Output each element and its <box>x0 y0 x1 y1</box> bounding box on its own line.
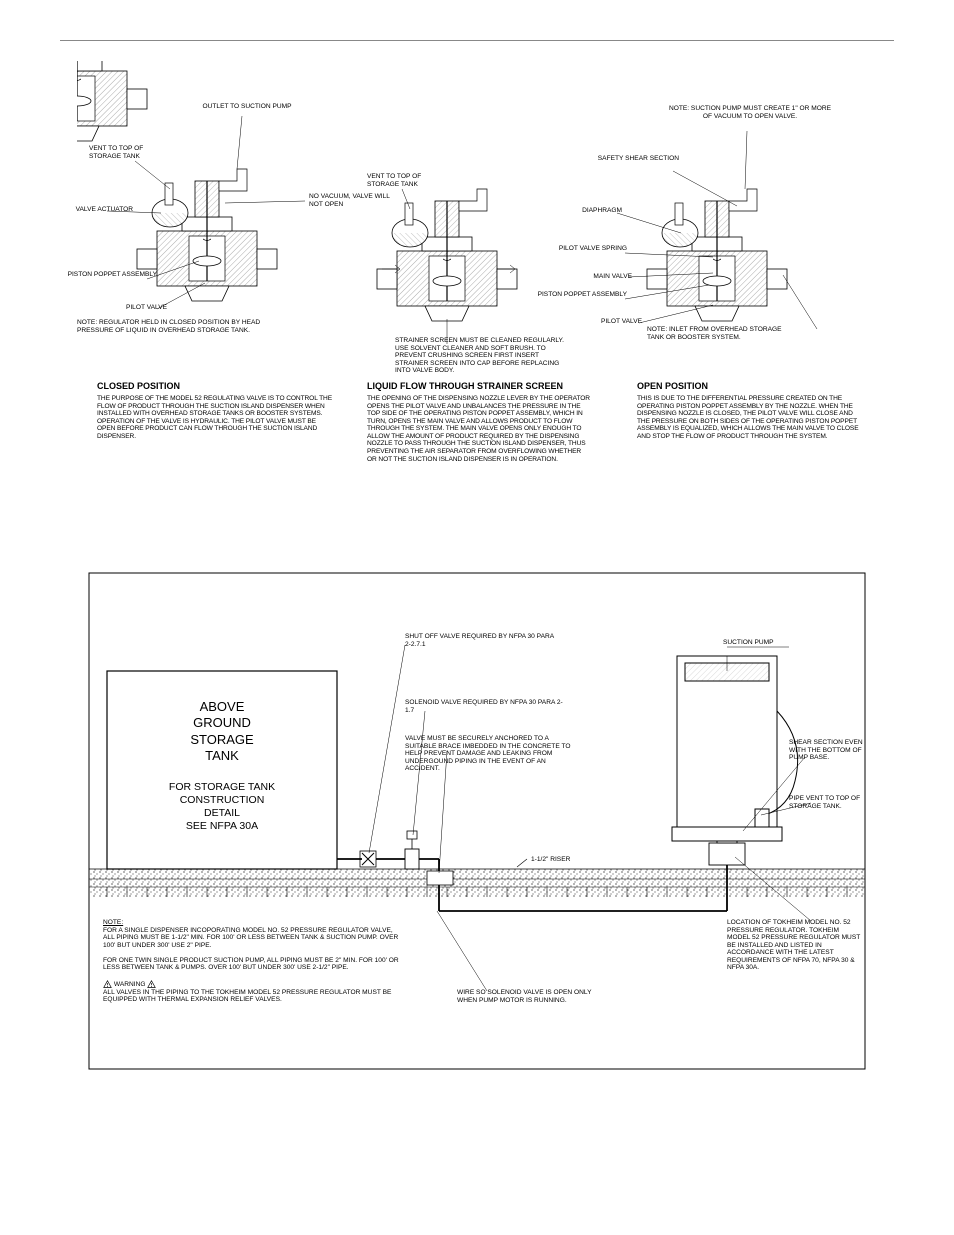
notes-p2: FOR ONE TWIN SINGLE PRODUCT SUCTION PUMP… <box>103 957 399 972</box>
lbl-outlet: OUTLET TO SUCTION PUMP <box>192 103 302 111</box>
co-shear: SHEAR SECTION EVEN WITH THE BOTTOM OF PU… <box>789 739 869 762</box>
body-closed: THE PURPOSE OF THE MODEL 52 REGULATING V… <box>97 395 332 440</box>
body-flow: THE OPENING OF THE DISPENSING NOZZLE LEV… <box>367 395 592 463</box>
tank-s2: CONSTRUCTION <box>180 794 265 806</box>
warning-icon-2 <box>147 980 156 989</box>
warn-body: ALL VALVES IN THE PIPING TO THE TOKHEIM … <box>103 989 391 1004</box>
top-rule <box>60 40 894 41</box>
co-wire: WIRE SO SOLENOID VALVE IS OPEN ONLY WHEN… <box>457 989 607 1004</box>
co-solenoid: SOLENOID VALVE REQUIRED BY NFPA 30 PARA … <box>405 699 565 714</box>
tank-l3: STORAGE <box>190 732 253 747</box>
hd-open: OPEN POSITION <box>637 381 708 391</box>
co-suctionpump: SUCTION PUMP <box>723 639 813 647</box>
tank-title: ABOVE GROUND STORAGE TANK <box>147 699 297 764</box>
lbl-poppet-closed: PISTON POPPET ASSEMBLY <box>67 271 157 279</box>
lbl-pilot-closed: PILOT VALVE <box>87 304 167 312</box>
page: OUTLET TO SUCTION PUMP VENT TO TOP OF ST… <box>0 0 954 1211</box>
warn-line: WARNING <box>103 981 156 988</box>
warn-label: WARNING <box>114 981 146 988</box>
warning-icon <box>103 980 112 989</box>
lbl-shear: SAFETY SHEAR SECTION <box>589 155 679 163</box>
tank-l1: ABOVE <box>200 699 245 714</box>
figure-2: ABOVE GROUND STORAGE TANK FOR STORAGE TA… <box>87 571 867 1111</box>
tank-s3: DETAIL <box>204 807 240 819</box>
tank-s1: FOR STORAGE TANK <box>169 781 275 793</box>
tank-sub: FOR STORAGE TANK CONSTRUCTION DETAIL SEE… <box>142 781 302 834</box>
lbl-inlet: NOTE: INLET FROM OVERHEAD STORAGE TANK O… <box>647 326 787 341</box>
co-anchor: VALVE MUST BE SECURELY ANCHORED TO A SUI… <box>405 735 575 773</box>
co-shutoff: SHUT OFF VALVE REQUIRED BY NFPA 30 PARA … <box>405 633 555 648</box>
lbl-strainer: STRAINER SCREEN MUST BE CLEANED REGULARL… <box>395 337 565 375</box>
lbl-vent-closed: VENT TO TOP OF STORAGE TANK <box>89 145 169 160</box>
lbl-main: MAIN VALVE <box>557 273 632 281</box>
co-riser: 1-1/2" RISER <box>531 856 601 864</box>
body-open: THIS IS DUE TO THE DIFFERENTIAL PRESSURE… <box>637 395 862 440</box>
lbl-regnote: NOTE: REGULATOR HELD IN CLOSED POSITION … <box>77 319 287 334</box>
lbl-actuator: VALVE ACTUATOR <box>51 206 133 214</box>
hd-closed: CLOSED POSITION <box>97 381 180 391</box>
figure-2-svg <box>87 571 867 1111</box>
co-location: LOCATION OF TOKHEIM MODEL NO. 52 PRESSUR… <box>727 919 862 972</box>
lbl-diaphragm: DIAPHRAGM <box>547 207 622 215</box>
lbl-spring: PILOT VALVE SPRING <box>547 245 627 253</box>
lbl-poppet-open: PISTON POPPET ASSEMBLY <box>537 291 627 299</box>
tank-l2: GROUND <box>193 715 251 730</box>
lbl-novac: NO VACUUM, VALVE WILL NOT OPEN <box>309 193 404 208</box>
hd-flow: LIQUID FLOW THROUGH STRAINER SCREEN <box>367 381 563 391</box>
notes-block: NOTE: FOR A SINGLE DISPENSER INCOPORATIN… <box>103 919 403 1004</box>
lbl-vacnote: NOTE: SUCTION PUMP MUST CREATE 1" OR MOR… <box>665 105 835 120</box>
lbl-pilot-open: PILOT VALVE <box>567 318 642 326</box>
tank-s4: SEE NFPA 30A <box>186 820 258 832</box>
figure-1: OUTLET TO SUCTION PUMP VENT TO TOP OF ST… <box>77 61 877 511</box>
notes-hd: NOTE: <box>103 919 123 926</box>
co-pipevent: PIPE VENT TO TOP OF STORAGE TANK. <box>789 795 869 810</box>
tank-l4: TANK <box>205 748 239 763</box>
lbl-vent-flow: VENT TO TOP OF STORAGE TANK <box>367 173 445 188</box>
notes-p1: FOR A SINGLE DISPENSER INCOPORATING MODE… <box>103 927 398 949</box>
